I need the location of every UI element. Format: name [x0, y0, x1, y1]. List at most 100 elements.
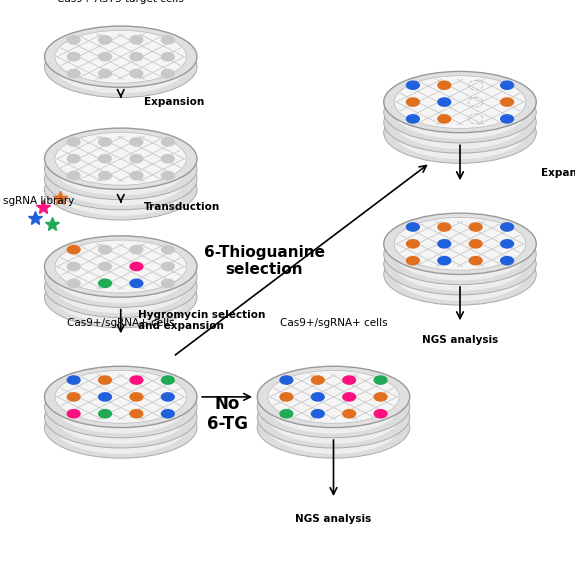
Ellipse shape	[500, 256, 514, 265]
Ellipse shape	[342, 375, 356, 385]
Ellipse shape	[268, 380, 399, 434]
Ellipse shape	[374, 392, 388, 401]
Ellipse shape	[98, 262, 112, 271]
Ellipse shape	[98, 35, 112, 45]
Ellipse shape	[98, 69, 112, 78]
Ellipse shape	[129, 69, 144, 78]
Ellipse shape	[98, 375, 112, 385]
Ellipse shape	[55, 270, 186, 324]
Ellipse shape	[279, 409, 293, 418]
Ellipse shape	[55, 260, 186, 314]
Ellipse shape	[384, 244, 536, 305]
Ellipse shape	[500, 239, 514, 248]
Ellipse shape	[55, 401, 186, 454]
Ellipse shape	[67, 262, 80, 271]
Ellipse shape	[44, 26, 197, 87]
Ellipse shape	[67, 35, 80, 45]
Ellipse shape	[98, 171, 112, 180]
Ellipse shape	[500, 222, 514, 232]
Ellipse shape	[384, 92, 536, 153]
Ellipse shape	[67, 245, 80, 255]
Ellipse shape	[342, 409, 356, 418]
Text: Expansion: Expansion	[144, 97, 204, 107]
Ellipse shape	[129, 392, 144, 401]
Ellipse shape	[44, 246, 197, 307]
Ellipse shape	[129, 278, 144, 288]
Ellipse shape	[67, 171, 80, 180]
Ellipse shape	[161, 52, 175, 61]
Ellipse shape	[55, 163, 186, 216]
Ellipse shape	[161, 375, 175, 385]
Ellipse shape	[129, 35, 144, 45]
Text: Cas9+/sgRNA+ cells: Cas9+/sgRNA+ cells	[67, 318, 175, 328]
Ellipse shape	[500, 98, 514, 107]
Ellipse shape	[310, 409, 325, 418]
Ellipse shape	[437, 98, 451, 107]
Ellipse shape	[44, 159, 197, 220]
Ellipse shape	[44, 256, 197, 318]
Ellipse shape	[44, 236, 197, 297]
Ellipse shape	[44, 266, 197, 328]
Ellipse shape	[161, 262, 175, 271]
Ellipse shape	[161, 392, 175, 401]
Ellipse shape	[98, 137, 112, 147]
Ellipse shape	[342, 392, 356, 401]
Ellipse shape	[55, 132, 186, 185]
Ellipse shape	[67, 392, 80, 401]
Ellipse shape	[394, 96, 526, 149]
Text: Cas9+ A375 target cells: Cas9+ A375 target cells	[58, 0, 184, 4]
Ellipse shape	[394, 106, 526, 159]
Ellipse shape	[129, 171, 144, 180]
Ellipse shape	[129, 262, 144, 271]
Ellipse shape	[44, 128, 197, 189]
Ellipse shape	[500, 81, 514, 90]
Ellipse shape	[55, 40, 186, 94]
Ellipse shape	[406, 81, 420, 90]
Ellipse shape	[384, 223, 536, 285]
Ellipse shape	[129, 375, 144, 385]
Ellipse shape	[67, 409, 80, 418]
Ellipse shape	[406, 222, 420, 232]
Ellipse shape	[374, 409, 388, 418]
Ellipse shape	[268, 391, 399, 444]
Ellipse shape	[406, 256, 420, 265]
Ellipse shape	[67, 69, 80, 78]
Ellipse shape	[257, 376, 410, 438]
Ellipse shape	[437, 256, 451, 265]
Ellipse shape	[129, 154, 144, 163]
Ellipse shape	[161, 137, 175, 147]
Text: 6-Thioguanine
selection: 6-Thioguanine selection	[204, 244, 325, 277]
Ellipse shape	[98, 392, 112, 401]
Ellipse shape	[406, 114, 420, 124]
Ellipse shape	[44, 36, 197, 98]
Ellipse shape	[67, 278, 80, 288]
Ellipse shape	[394, 238, 526, 291]
Ellipse shape	[55, 250, 186, 303]
Text: Hygromycin selection
and expansion: Hygromycin selection and expansion	[138, 310, 266, 331]
Ellipse shape	[279, 392, 293, 401]
Ellipse shape	[310, 375, 325, 385]
Ellipse shape	[129, 137, 144, 147]
Ellipse shape	[129, 245, 144, 255]
Text: NGS analysis: NGS analysis	[422, 335, 498, 345]
Ellipse shape	[55, 142, 186, 196]
Ellipse shape	[67, 154, 80, 163]
Ellipse shape	[161, 278, 175, 288]
Ellipse shape	[310, 392, 325, 401]
Text: Cas9+/sgRNA+ cells: Cas9+/sgRNA+ cells	[279, 318, 388, 328]
Ellipse shape	[161, 69, 175, 78]
Ellipse shape	[394, 217, 526, 270]
Text: No
6-TG: No 6-TG	[206, 395, 248, 433]
Ellipse shape	[469, 222, 483, 232]
Ellipse shape	[437, 81, 451, 90]
Ellipse shape	[44, 149, 197, 210]
Ellipse shape	[469, 239, 483, 248]
Ellipse shape	[406, 239, 420, 248]
Ellipse shape	[98, 245, 112, 255]
Ellipse shape	[469, 256, 483, 265]
Ellipse shape	[44, 366, 197, 428]
Ellipse shape	[161, 245, 175, 255]
Ellipse shape	[257, 366, 410, 428]
Ellipse shape	[268, 370, 399, 424]
Ellipse shape	[44, 138, 197, 200]
